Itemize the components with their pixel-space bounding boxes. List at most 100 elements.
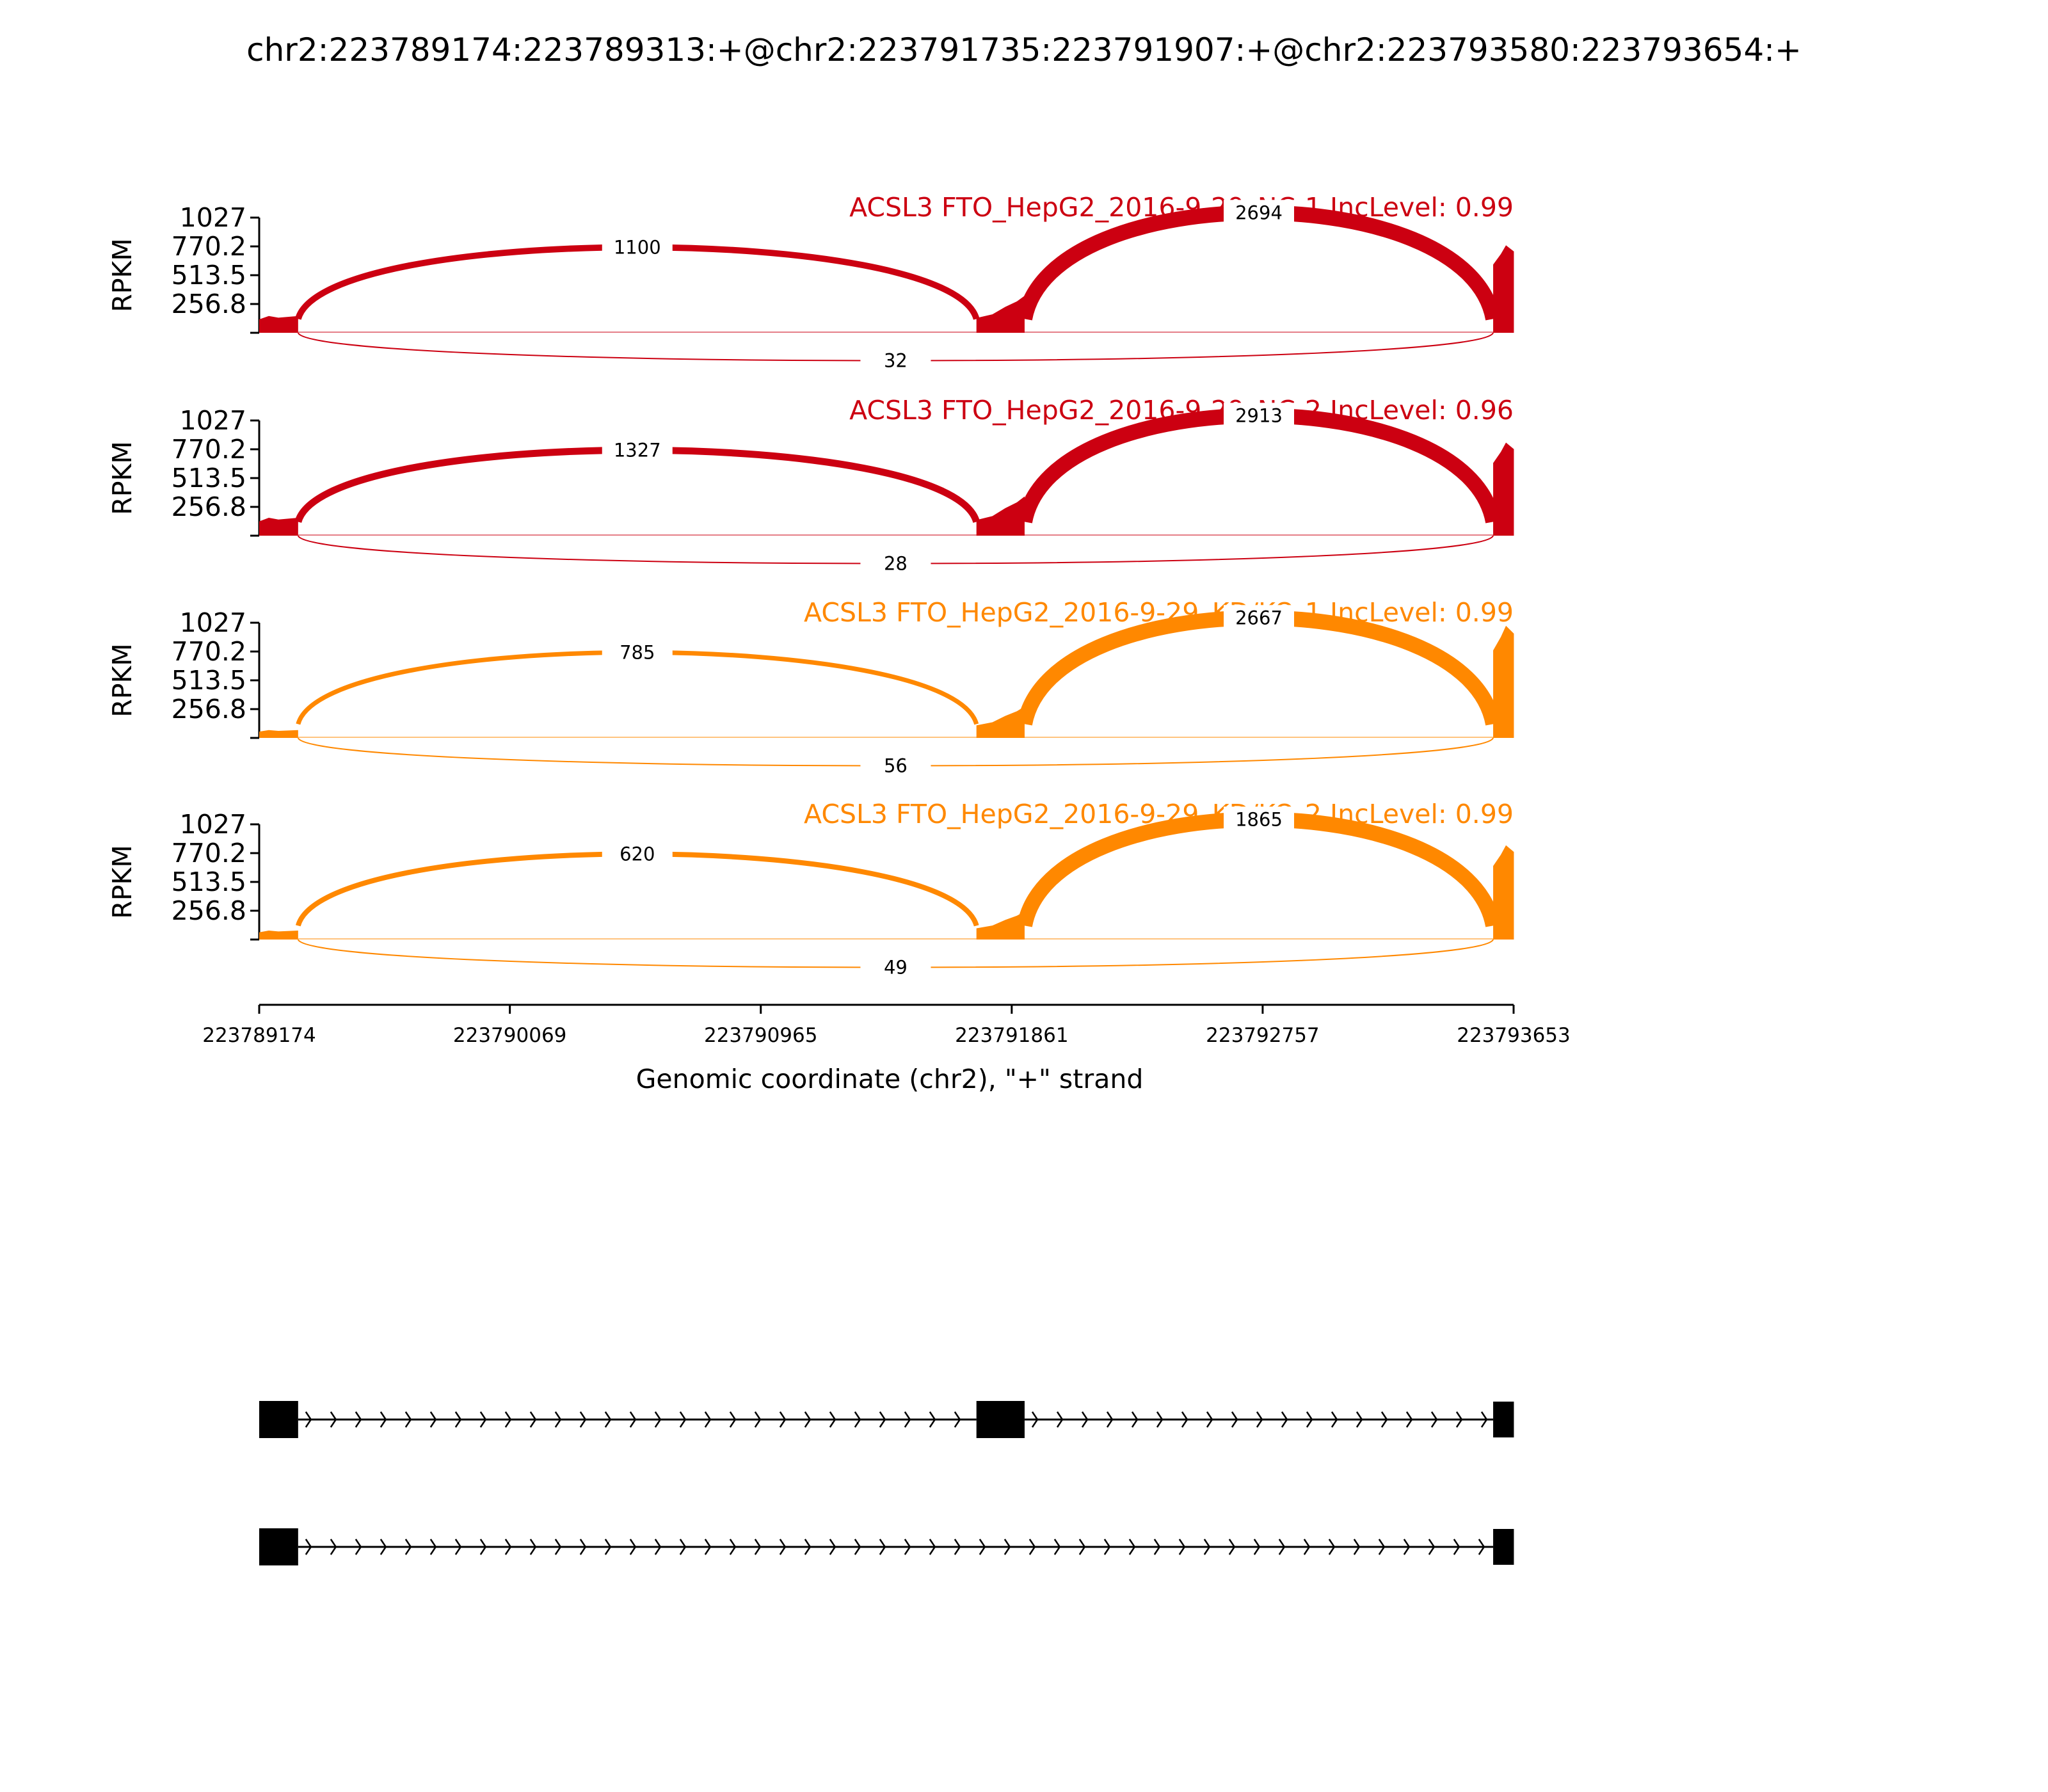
y-tick-label: 1027	[180, 607, 246, 638]
strand-arrow	[1405, 1411, 1413, 1428]
strand-arrow	[729, 1411, 737, 1428]
strand-arrow	[504, 1539, 512, 1555]
strand-arrow	[1453, 1539, 1460, 1555]
y-tick-label: 513.5	[172, 665, 246, 696]
strand-arrow	[754, 1539, 762, 1555]
strand-arrow	[429, 1411, 437, 1428]
strand-arrow	[1356, 1411, 1363, 1428]
strand-arrow	[1430, 1411, 1438, 1428]
junction-label-bg	[1224, 806, 1295, 833]
coverage-exon-1	[259, 730, 298, 738]
strand-arrow	[979, 1539, 986, 1555]
strand-arrow	[629, 1539, 637, 1555]
strand-arrow	[879, 1539, 886, 1555]
x-tick-label: 223791861	[955, 1024, 1069, 1047]
junction-count: 620	[620, 843, 655, 865]
coverage-exon-2	[976, 706, 1025, 738]
strand-arrow	[1256, 1411, 1263, 1428]
junction-count: 32	[884, 350, 908, 372]
strand-arrow	[1053, 1539, 1061, 1555]
y-tick-label: 256.8	[172, 694, 246, 724]
y-tick-label: 513.5	[172, 463, 246, 493]
junction-arc	[1017, 408, 1501, 524]
junction-label-bg	[1224, 200, 1295, 226]
strand-arrow	[629, 1411, 637, 1428]
y-tick-label: 1027	[180, 202, 246, 233]
coverage-exon-1	[259, 316, 298, 333]
junction-label-bg	[602, 841, 673, 867]
strand-arrow	[1128, 1539, 1136, 1555]
y-tick-label: 770.2	[172, 231, 246, 262]
junction-label-bg	[602, 437, 673, 463]
strand-arrow	[1253, 1539, 1261, 1555]
strand-arrow	[1228, 1539, 1236, 1555]
strand-arrow	[1056, 1411, 1064, 1428]
junction-count: 2667	[1235, 607, 1283, 628]
coverage-exon-3	[1493, 845, 1514, 940]
strand-arrow	[1078, 1539, 1086, 1555]
strand-arrow	[879, 1411, 886, 1428]
strand-arrow	[330, 1411, 337, 1428]
strand-arrow	[1031, 1411, 1039, 1428]
strand-arrow	[404, 1539, 412, 1555]
strand-arrow	[854, 1411, 861, 1428]
strand-arrow	[954, 1411, 961, 1428]
junction-label-bg	[860, 753, 931, 779]
strand-arrow	[1303, 1539, 1311, 1555]
strand-arrow	[1331, 1411, 1338, 1428]
strand-arrow	[1403, 1539, 1411, 1555]
strand-arrow	[1004, 1539, 1011, 1555]
coverage-exon-2	[976, 911, 1025, 940]
exon-block	[1493, 1402, 1514, 1437]
junction-count: 2694	[1235, 202, 1283, 223]
exon-block	[976, 1401, 1025, 1438]
strand-arrow	[1380, 1411, 1388, 1428]
strand-arrow	[1480, 1411, 1488, 1428]
strand-arrow	[454, 1539, 462, 1555]
strand-arrow	[1081, 1411, 1089, 1428]
x-tick-label: 223793653	[1457, 1024, 1571, 1047]
coverage-exon-2	[976, 296, 1025, 333]
strand-arrow	[1178, 1539, 1186, 1555]
strand-arrow	[1103, 1539, 1111, 1555]
junction-arc	[1017, 812, 1501, 927]
strand-arrow	[1278, 1539, 1286, 1555]
strand-arrow	[529, 1411, 537, 1428]
junction-label-bg	[860, 550, 931, 577]
exon-block	[259, 1401, 298, 1438]
strand-arrow	[754, 1411, 762, 1428]
strand-arrow	[1153, 1539, 1161, 1555]
strand-arrow	[779, 1539, 787, 1555]
strand-arrow	[704, 1539, 712, 1555]
y-tick-label: 1027	[180, 809, 246, 840]
strand-arrow	[1231, 1411, 1238, 1428]
strand-arrow	[904, 1411, 911, 1428]
coverage-exon-3	[1493, 625, 1514, 738]
strand-arrow	[679, 1539, 687, 1555]
strand-arrow	[305, 1539, 312, 1555]
junction-count: 2913	[1235, 404, 1283, 426]
strand-arrow	[1306, 1411, 1313, 1428]
junction-label-bg	[860, 348, 931, 374]
strand-arrow	[1378, 1539, 1386, 1555]
strand-arrow	[804, 1539, 812, 1555]
strand-arrow	[1131, 1411, 1139, 1428]
junction-label-bg	[602, 234, 673, 260]
junction-arc	[1017, 610, 1501, 726]
exon-block	[1493, 1529, 1514, 1565]
strand-arrow	[554, 1539, 562, 1555]
strand-arrow	[579, 1411, 587, 1428]
strand-arrow	[679, 1411, 687, 1428]
x-axis-label: Genomic coordinate (chr2), "+" strand	[636, 1064, 1144, 1094]
junction-count: 1865	[1235, 808, 1283, 830]
strand-arrow	[479, 1539, 487, 1555]
y-tick-label: 513.5	[172, 867, 246, 897]
y-tick-label: 1027	[180, 405, 246, 436]
figure-title: chr2:223789174:223789313:+@chr2:22379173…	[246, 31, 1802, 68]
exon-block	[259, 1528, 298, 1565]
isoform-2	[259, 1528, 1514, 1565]
